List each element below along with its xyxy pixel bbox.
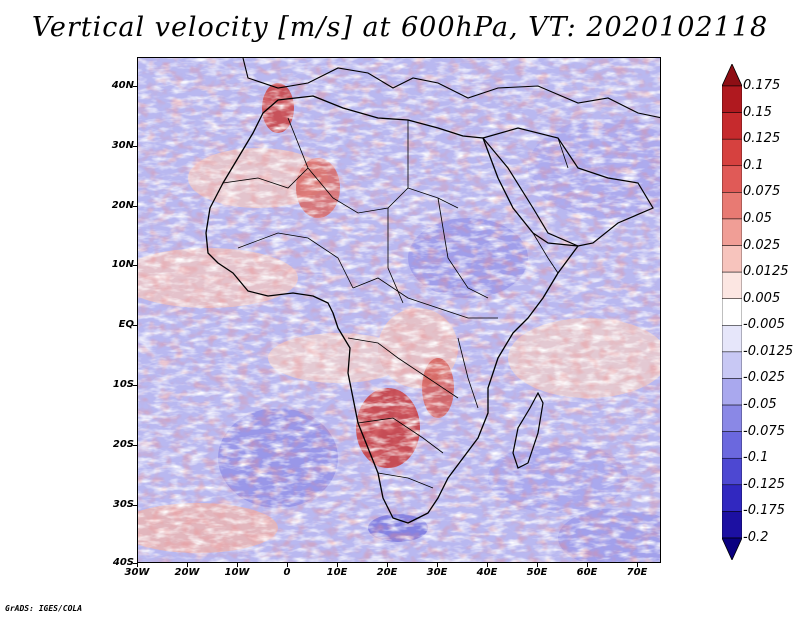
- colorbar-label: 0.125: [743, 131, 781, 147]
- lat-label: EQ: [118, 319, 134, 331]
- lat-tick: [133, 145, 137, 147]
- lon-label: 30E: [426, 567, 448, 578]
- lon-tick: [587, 563, 588, 567]
- colorbar-label: 0.005: [743, 290, 781, 306]
- colorbar-label: -0.005: [743, 317, 785, 333]
- colorbar-label: -0.175: [743, 503, 785, 519]
- lon-tick: [187, 563, 188, 567]
- lon-tick: [287, 563, 288, 567]
- lon-tick: [537, 563, 538, 567]
- colorbar-swatch: [722, 511, 742, 539]
- colorbar-swatch: [722, 325, 742, 353]
- lon-tick: [487, 563, 488, 567]
- lon-label: 50E: [526, 567, 548, 578]
- colorbar-swatch: [722, 351, 742, 379]
- footer-credit: GrADS: IGES/COLA: [5, 604, 83, 613]
- colorbar-bottom-arrow: [722, 537, 742, 560]
- lat-tick: [133, 86, 137, 87]
- colorbar-swatch: [722, 271, 742, 299]
- colorbar-top-arrow: [722, 64, 742, 87]
- lon-label: 10E: [326, 567, 348, 578]
- colorbar-label: -0.05: [743, 397, 777, 413]
- lat-label: 30N: [111, 139, 134, 151]
- colorbar-label: -0.2: [743, 530, 769, 545]
- arabia-outline: [481, 127, 654, 247]
- lat-tick: [133, 444, 137, 446]
- colorbar: [722, 64, 742, 560]
- lon-tick: [387, 563, 388, 567]
- lat-label: 40S: [112, 557, 134, 568]
- colorbar-swatch: [722, 112, 742, 140]
- colorbar-label: -0.025: [743, 370, 785, 386]
- lon-tick: [337, 563, 338, 567]
- map-canvas: [138, 58, 660, 562]
- lon-label: 10W: [224, 567, 250, 578]
- colorbar-swatch: [722, 85, 742, 113]
- colorbar-label: 0.0125: [743, 264, 789, 280]
- country-borders: [222, 117, 569, 489]
- colorbar-label: 0.025: [743, 237, 781, 253]
- africa-coastline: [205, 95, 579, 524]
- lon-label: 20W: [174, 567, 200, 578]
- colorbar-swatch: [722, 404, 742, 432]
- lon-tick: [637, 563, 638, 567]
- colorbar-label: -0.125: [743, 476, 785, 492]
- lat-tick: [133, 265, 137, 267]
- lat-label: 40N: [111, 80, 134, 91]
- colorbar-label: 0.175: [743, 78, 781, 93]
- colorbar-label: 0.075: [743, 184, 781, 200]
- colorbar-swatch: [722, 298, 742, 326]
- lat-tick: [133, 563, 137, 564]
- lon-label: 20E: [376, 567, 398, 578]
- lon-tick: [237, 563, 238, 567]
- lat-label: 20S: [112, 438, 134, 450]
- lat-tick: [133, 325, 137, 327]
- noise-texture-red: [138, 58, 660, 562]
- colorbar-swatch: [722, 138, 742, 167]
- lon-tick: [437, 563, 438, 567]
- lon-label: 70E: [626, 567, 648, 578]
- lat-label: 10S: [112, 379, 134, 390]
- lat-label: 20N: [111, 199, 134, 211]
- map-plot-area: [137, 57, 661, 563]
- lon-label: 40E: [476, 567, 498, 578]
- lon-label: 30W: [124, 567, 150, 578]
- colorbar-swatch: [722, 378, 742, 406]
- colorbar-label: 0.1: [743, 157, 764, 173]
- colorbar-swatch: [722, 218, 742, 246]
- lat-tick: [133, 205, 137, 207]
- lat-label: 10N: [111, 259, 134, 271]
- colorbar-label: 0.05: [743, 210, 772, 226]
- lat-label: 30S: [112, 498, 134, 510]
- colorbar-label: -0.1: [743, 450, 769, 466]
- lon-label: 60E: [576, 567, 598, 578]
- colorbar-label: -0.0125: [743, 343, 794, 359]
- colorbar-swatch: [722, 431, 742, 459]
- colorbar-label: -0.075: [743, 423, 785, 439]
- lat-tick: [133, 504, 137, 506]
- europe-coastline: [242, 58, 660, 119]
- madagascar-outline: [512, 391, 544, 469]
- colorbar-swatch: [722, 192, 742, 220]
- map-title: Vertical velocity [m/s] at 600hPa, VT: 2…: [31, 12, 769, 43]
- colorbar-swatch: [722, 457, 742, 486]
- colorbar-swatch: [722, 484, 742, 512]
- lon-tick: [137, 563, 138, 567]
- colorbar-label: 0.15: [743, 104, 772, 120]
- lon-label: 0: [283, 567, 291, 578]
- lat-tick: [133, 385, 137, 386]
- colorbar-swatch: [722, 245, 742, 273]
- colorbar-swatch: [722, 165, 742, 193]
